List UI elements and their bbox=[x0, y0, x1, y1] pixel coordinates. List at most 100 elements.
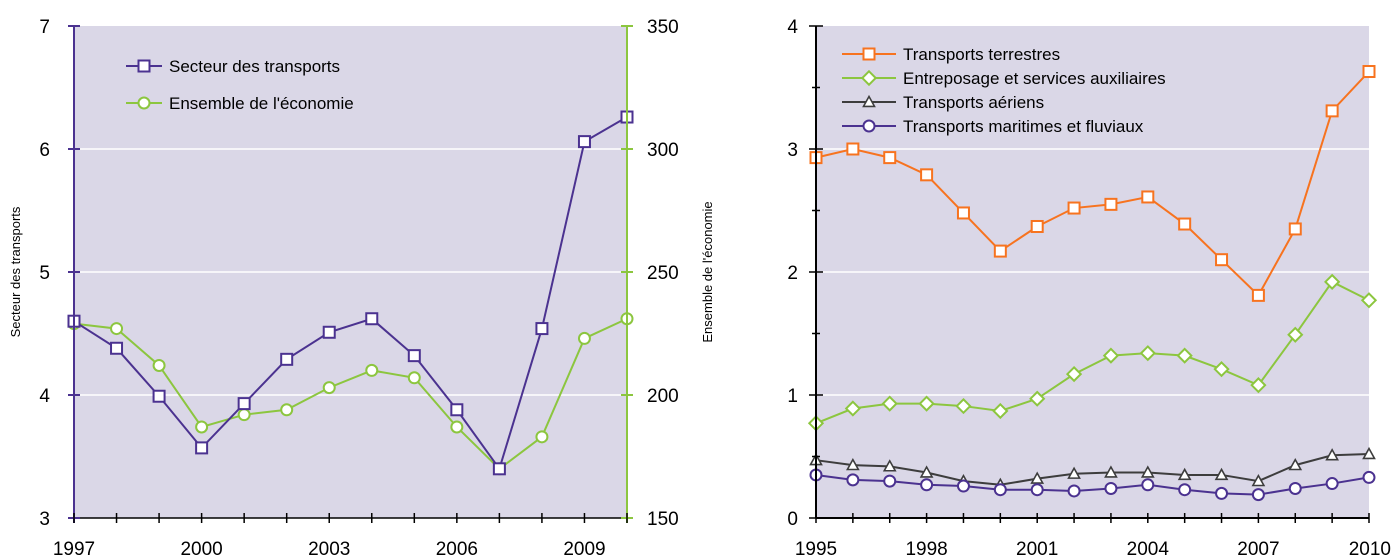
data-point-secteur-des-transports bbox=[450, 403, 464, 417]
legend-marker bbox=[137, 96, 151, 110]
data-point-ensemble-de-l-economie bbox=[535, 430, 549, 444]
data-point-transports-aeriens bbox=[919, 465, 934, 478]
legend-label-entreposage: Entreposage et services auxiliaires bbox=[903, 69, 1166, 88]
data-point-transports-aeriens bbox=[1177, 467, 1192, 481]
legend: Transports terrestres Entreposage et ser… bbox=[842, 45, 1166, 136]
data-point-transports-maritimes-et-fluviaux bbox=[1141, 478, 1155, 492]
series-lines bbox=[815, 70, 1370, 496]
series-markers bbox=[67, 110, 634, 476]
series-line-secteur-des-transports bbox=[73, 116, 628, 472]
series-line-transports-aeriens bbox=[815, 453, 1370, 486]
data-point-secteur-des-transports bbox=[237, 397, 251, 411]
data-point-transports-maritimes-et-fluviaux bbox=[1215, 486, 1229, 500]
data-point-transports-maritimes-et-fluviaux bbox=[1178, 483, 1192, 497]
y-tick-label-left: 7 bbox=[39, 17, 50, 38]
legend-marker bbox=[862, 47, 876, 61]
legend-label-terrestres: Transports terrestres bbox=[903, 45, 1060, 64]
data-point-ensemble-de-l-economie bbox=[450, 420, 464, 434]
data-point-transports-terrestres bbox=[1251, 288, 1265, 302]
data-point-entreposage-et-services-auxiliaires bbox=[992, 402, 1009, 420]
data-point-transports-terrestres bbox=[1104, 197, 1118, 211]
legend-marker bbox=[860, 69, 878, 87]
data-point-ensemble-de-l-economie bbox=[110, 322, 124, 336]
y-axis-label-right: Ensemble de l'économie bbox=[700, 201, 715, 342]
y-tick-label-right: 150 bbox=[647, 509, 679, 530]
data-point-entreposage-et-services-auxiliaires bbox=[1324, 273, 1341, 290]
data-point-transports-maritimes-et-fluviaux bbox=[956, 479, 970, 493]
data-point-entreposage-et-services-auxiliaires bbox=[1213, 361, 1230, 378]
data-point-transports-terrestres bbox=[883, 151, 897, 165]
series-line-ensemble-de-l-economie bbox=[73, 317, 628, 471]
data-point-transports-aeriens bbox=[882, 459, 897, 472]
y-tick-label: 0 bbox=[787, 509, 798, 530]
data-point-transports-terrestres bbox=[1030, 219, 1044, 233]
data-point-ensemble-de-l-economie bbox=[407, 371, 421, 385]
data-point-ensemble-de-l-economie bbox=[322, 381, 336, 395]
x-tick-label: 2001 bbox=[1016, 539, 1058, 560]
data-point-ensemble-de-l-economie bbox=[237, 408, 251, 422]
data-point-transports-maritimes-et-fluviaux bbox=[1251, 488, 1265, 502]
data-point-transports-maritimes-et-fluviaux bbox=[1030, 483, 1044, 497]
data-point-transports-maritimes-et-fluviaux bbox=[1288, 481, 1302, 495]
series-lines bbox=[73, 116, 628, 472]
data-point-entreposage-et-services-auxiliaires bbox=[1287, 326, 1304, 343]
data-point-entreposage-et-services-auxiliaires bbox=[1029, 390, 1046, 407]
data-point-entreposage-et-services-auxiliaires bbox=[1065, 365, 1083, 383]
data-point-transports-terrestres bbox=[1288, 222, 1302, 236]
data-point-entreposage-et-services-auxiliaires bbox=[918, 395, 935, 412]
data-point-transports-aeriens bbox=[846, 457, 860, 471]
data-point-secteur-des-transports bbox=[280, 352, 294, 366]
data-point-transports-aeriens bbox=[1362, 446, 1376, 460]
data-point-ensemble-de-l-economie bbox=[365, 363, 379, 377]
data-point-transports-terrestres bbox=[1215, 253, 1229, 267]
data-point-transports-aeriens bbox=[1325, 448, 1339, 461]
data-point-ensemble-de-l-economie bbox=[577, 331, 591, 345]
y-tick-label-right: 300 bbox=[647, 140, 679, 161]
x-tick-label: 1998 bbox=[905, 539, 947, 560]
data-point-secteur-des-transports bbox=[492, 462, 506, 476]
data-point-entreposage-et-services-auxiliaires bbox=[881, 395, 898, 412]
data-point-secteur-des-transports bbox=[195, 441, 209, 455]
data-point-transports-terrestres bbox=[993, 244, 1007, 258]
data-point-entreposage-et-services-auxiliaires bbox=[955, 397, 972, 415]
data-point-ensemble-de-l-economie bbox=[280, 403, 294, 417]
legend-marker bbox=[862, 94, 876, 108]
series-line-entreposage-et-services-auxiliaires bbox=[815, 280, 1370, 425]
y-tick-label-right: 250 bbox=[647, 263, 679, 284]
data-point-transports-maritimes-et-fluviaux bbox=[846, 473, 860, 487]
data-point-transports-terrestres bbox=[956, 206, 970, 220]
x-tick-label: 1995 bbox=[795, 539, 837, 560]
data-point-transports-maritimes-et-fluviaux bbox=[1067, 484, 1081, 498]
data-point-transports-aeriens bbox=[1251, 473, 1266, 487]
y-tick-label-left: 5 bbox=[39, 263, 50, 284]
data-point-secteur-des-transports bbox=[322, 325, 336, 339]
data-point-ensemble-de-l-economie bbox=[195, 420, 209, 434]
data-point-transports-aeriens bbox=[1067, 466, 1081, 479]
data-point-transports-maritimes-et-fluviaux bbox=[993, 483, 1007, 497]
chart-transport-subsectors: 0 1 2 3 4 1995 1998 2001 2004 2007 2010 Transports… bbox=[787, 17, 1391, 560]
data-point-entreposage-et-services-auxiliaires bbox=[1139, 345, 1156, 362]
series-markers bbox=[807, 65, 1378, 502]
data-point-transports-aeriens bbox=[1030, 471, 1045, 484]
legend-label-transport: Secteur des transports bbox=[169, 57, 340, 76]
chart-transport-vs-economy: 3 4 5 6 7 150 200 250 300 350 1997 2000 2003 2006 2009… bbox=[8, 17, 715, 560]
data-point-transports-terrestres bbox=[1362, 65, 1376, 79]
data-point-entreposage-et-services-auxiliaires bbox=[1360, 292, 1378, 309]
data-point-transports-maritimes-et-fluviaux bbox=[1325, 477, 1339, 491]
x-tick-label: 2010 bbox=[1349, 539, 1391, 560]
axes: 0 1 2 3 4 1995 1998 2001 2004 2007 2010 bbox=[787, 17, 1391, 560]
axes: 3 4 5 6 7 150 200 250 300 350 1997 2000 2003 2006 2009 bbox=[39, 17, 678, 560]
data-point-entreposage-et-services-auxiliaires bbox=[1250, 377, 1267, 394]
data-point-transports-terrestres bbox=[846, 142, 860, 156]
data-point-secteur-des-transports bbox=[407, 349, 421, 363]
y-tick-label: 2 bbox=[787, 263, 798, 284]
data-point-transports-terrestres bbox=[920, 168, 934, 182]
legend-marker bbox=[137, 59, 151, 73]
data-point-secteur-des-transports bbox=[152, 389, 166, 403]
grid bbox=[816, 148, 1369, 396]
legend: Secteur des transports Ensemble de l'éco… bbox=[126, 57, 354, 113]
data-point-transports-terrestres bbox=[1067, 201, 1081, 215]
x-tick-label: 2000 bbox=[180, 539, 222, 560]
data-point-transports-terrestres bbox=[1178, 217, 1192, 231]
